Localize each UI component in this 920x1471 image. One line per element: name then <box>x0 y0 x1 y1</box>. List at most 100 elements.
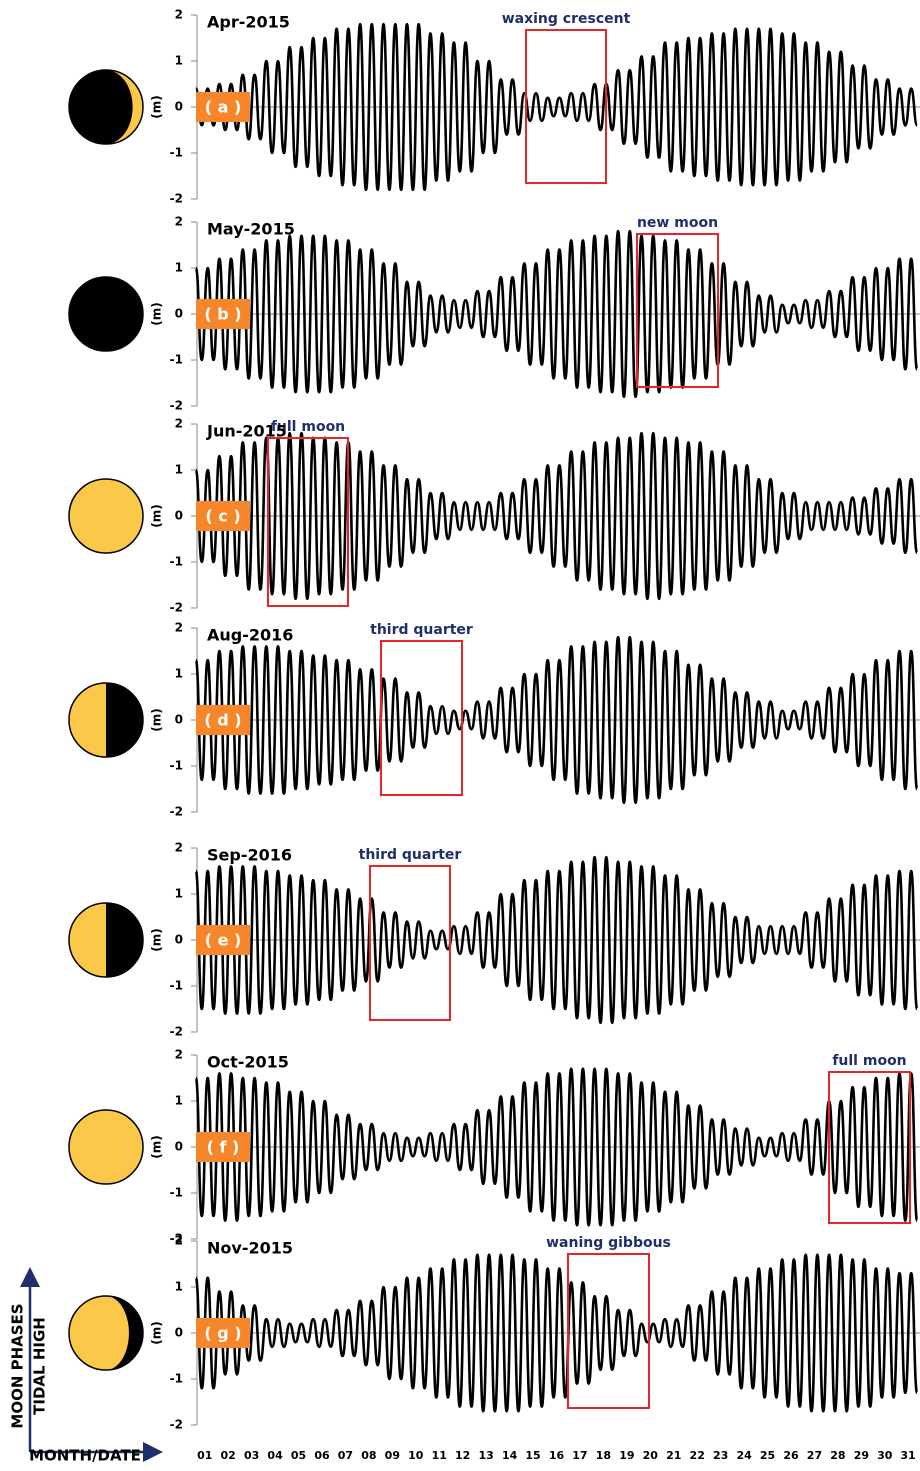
tide-line <box>196 1069 917 1225</box>
x-tick-label: 15 <box>525 1449 540 1462</box>
moon-disc <box>69 479 143 553</box>
panel-label: ( f ) <box>207 1138 240 1157</box>
y-tick-label: 0 <box>175 509 183 523</box>
legend-label: MOON PHASES <box>9 1303 27 1428</box>
moon-disc <box>69 277 143 351</box>
page: MOON PHASES TIDAL HIGH MONTH/DATE -2-101… <box>0 0 920 1466</box>
x-tick-label: 10 <box>408 1449 424 1462</box>
x-axis-label: MONTH/DATE <box>29 1447 141 1465</box>
panel-label: ( d ) <box>204 711 241 730</box>
x-tick-label: 06 <box>314 1449 330 1462</box>
x-tick-label: 30 <box>877 1449 893 1462</box>
panel-title: Oct-2015 <box>207 1053 289 1072</box>
y-axis-label: (m) <box>150 1321 164 1344</box>
x-tick-label: 07 <box>338 1449 353 1462</box>
y-tick-label: -2 <box>170 1418 183 1432</box>
x-tick-label: 29 <box>854 1449 869 1462</box>
panel-title: Jun-2015 <box>206 422 287 441</box>
y-tick-label: -1 <box>170 1186 183 1200</box>
x-tick-label: 01 <box>197 1449 212 1462</box>
panel-title: Nov-2015 <box>207 1239 293 1258</box>
y-tick-label: 1 <box>175 887 183 901</box>
y-axis-label: (m) <box>150 504 164 527</box>
y-tick-label: 1 <box>175 261 183 275</box>
y-tick-label: 1 <box>175 54 183 68</box>
x-tick-label: 20 <box>643 1449 659 1462</box>
legend-label: TIDAL HIGH <box>31 1317 49 1415</box>
annotation: third quarter <box>359 847 462 863</box>
moon-icon <box>69 479 143 553</box>
y-tick-label: 1 <box>175 667 183 681</box>
x-tick-label: 16 <box>549 1449 565 1462</box>
y-axis-label: (m) <box>150 95 164 118</box>
x-tick-label: 25 <box>760 1449 775 1462</box>
x-tick-label: 02 <box>221 1449 236 1462</box>
x-tick-label: 31 <box>900 1449 915 1462</box>
y-tick-label: -2 <box>170 601 183 615</box>
panel-label: ( a ) <box>205 98 242 117</box>
x-tick-label: 05 <box>291 1449 306 1462</box>
moon-disc <box>69 1110 143 1184</box>
y-tick-label: 1 <box>175 463 183 477</box>
figure: MOON PHASES TIDAL HIGH MONTH/DATE -2-101… <box>0 0 920 1466</box>
annotation: new moon <box>637 215 718 231</box>
x-tick-label: 03 <box>244 1449 259 1462</box>
y-tick-label: -1 <box>170 979 183 993</box>
y-tick-label: 0 <box>175 933 183 947</box>
x-tick-label: 18 <box>596 1449 611 1462</box>
x-tick-label: 09 <box>385 1449 400 1462</box>
y-tick-label: 2 <box>175 215 183 229</box>
y-tick-label: 2 <box>175 1234 183 1248</box>
tide-line <box>196 433 917 599</box>
panel-title: Aug-2016 <box>207 626 293 645</box>
y-tick-label: -1 <box>170 1372 183 1386</box>
y-tick-label: 1 <box>175 1094 183 1108</box>
panel-label: ( e ) <box>205 931 242 950</box>
x-tick-label: 22 <box>690 1449 705 1462</box>
panel-title: Apr-2015 <box>207 13 290 32</box>
panel-label: ( b ) <box>204 305 241 324</box>
tide-line <box>196 1255 917 1411</box>
moon-icon <box>69 903 143 977</box>
x-tick-label: 24 <box>736 1449 752 1462</box>
x-tick-label: 21 <box>666 1449 681 1462</box>
panel-label: ( c ) <box>205 507 240 526</box>
x-tick-label: 11 <box>432 1449 447 1462</box>
y-tick-label: 0 <box>175 1140 183 1154</box>
y-tick-label: 0 <box>175 713 183 727</box>
annotation: waxing crescent <box>502 11 631 27</box>
y-tick-label: 2 <box>175 1048 183 1062</box>
tide-line <box>196 637 917 803</box>
x-tick-label: 17 <box>572 1449 587 1462</box>
x-tick-label: 08 <box>361 1449 376 1462</box>
y-tick-label: -1 <box>170 759 183 773</box>
x-tick-label: 26 <box>783 1449 799 1462</box>
panel-title: May-2015 <box>207 220 295 239</box>
moon-shadow <box>106 683 143 757</box>
y-tick-label: -1 <box>170 353 183 367</box>
tide-line <box>196 24 917 190</box>
y-tick-label: 0 <box>175 307 183 321</box>
tide-line <box>196 231 917 397</box>
y-tick-label: 0 <box>175 100 183 114</box>
y-tick-label: 1 <box>175 1280 183 1294</box>
moon-icon <box>69 277 143 351</box>
x-tick-label: 28 <box>830 1449 845 1462</box>
moon-icon <box>69 683 143 757</box>
annotation: third quarter <box>370 622 473 638</box>
y-axis-label: (m) <box>150 928 164 951</box>
x-tick-label: 27 <box>807 1449 822 1462</box>
y-tick-label: -1 <box>170 555 183 569</box>
y-tick-label: -2 <box>170 805 183 819</box>
y-tick-label: -2 <box>170 192 183 206</box>
y-axis-label: (m) <box>150 708 164 731</box>
moon-icon <box>69 1110 143 1184</box>
panel-label: ( g ) <box>204 1324 241 1343</box>
x-tick-label: 23 <box>713 1449 728 1462</box>
x-tick-label: 14 <box>502 1449 518 1462</box>
y-tick-label: -2 <box>170 1025 183 1039</box>
moon-icon <box>69 1296 143 1370</box>
y-tick-label: 2 <box>175 417 183 431</box>
x-tick-label: 19 <box>619 1449 634 1462</box>
moon-shadow <box>106 903 143 977</box>
